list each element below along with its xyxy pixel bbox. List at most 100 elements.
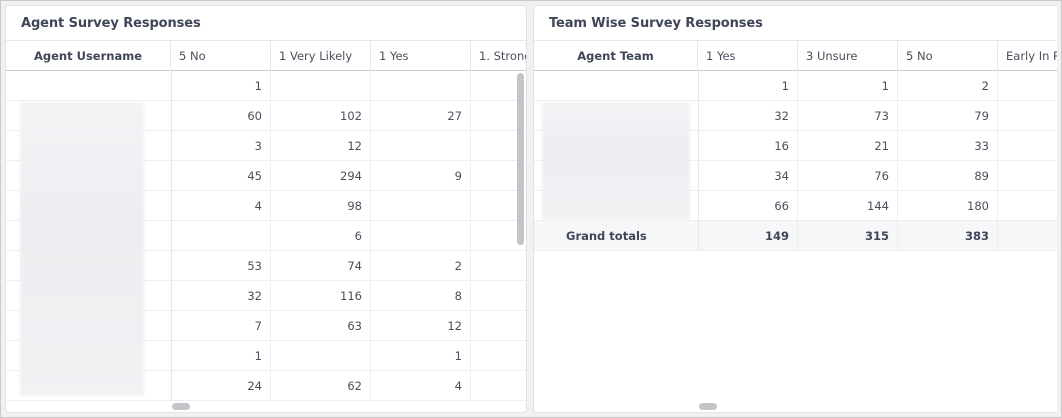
vertical-scrollbar[interactable] [517, 73, 524, 245]
column-header[interactable]: 3 Unsure [798, 41, 898, 71]
table-row: 1 [6, 71, 526, 101]
table-cell: 4 [171, 191, 271, 221]
table-cell [371, 71, 471, 101]
table-cell [171, 221, 271, 251]
table-cell: 79 [898, 101, 998, 131]
grand-total-value: 315 [798, 221, 898, 251]
grand-totals-row: Grand totals 149 315 383 [534, 221, 1057, 251]
column-header[interactable]: 5 No [171, 41, 271, 71]
table-cell: 16 [698, 131, 798, 161]
table-row: 3 12 [6, 131, 526, 161]
table-cell: 62 [271, 371, 371, 401]
table-cell [998, 71, 1057, 101]
table-row: 7 63 12 [6, 311, 526, 341]
table-cell: 98 [271, 191, 371, 221]
table-cell: 12 [271, 131, 371, 161]
table-cell [471, 251, 526, 281]
table-cell: 63 [271, 311, 371, 341]
table-cell: 7 [171, 311, 271, 341]
table-row: 24 62 4 [6, 371, 526, 401]
table-cell [998, 131, 1057, 161]
redacted-names [20, 102, 144, 396]
table-cell: 33 [898, 131, 998, 161]
table-cell: 53 [171, 251, 271, 281]
table-row: 6 [6, 221, 526, 251]
table-cell: 1 [371, 341, 471, 371]
table-cell: 12 [371, 311, 471, 341]
horizontal-scrollbar[interactable] [699, 403, 717, 410]
table-cell: 34 [698, 161, 798, 191]
table-cell: 4 [371, 371, 471, 401]
table-cell [271, 71, 371, 101]
table-cell: 21 [798, 131, 898, 161]
column-header[interactable]: 5 No [898, 41, 998, 71]
table-cell [271, 341, 371, 371]
column-divider [698, 71, 699, 251]
table-cell: 1 [171, 341, 271, 371]
redacted-names [542, 102, 690, 220]
table-row: 66 144 180 [534, 191, 1057, 221]
column-header[interactable]: Early In Pe [1006, 49, 1057, 63]
table-row: 45 294 9 [6, 161, 526, 191]
table-cell [998, 191, 1057, 221]
table-cell [471, 371, 526, 401]
table-row: 16 21 33 [534, 131, 1057, 161]
table-cell: 32 [171, 281, 271, 311]
column-header[interactable]: 1 Yes [371, 41, 471, 71]
table-cell: 3 [171, 131, 271, 161]
grand-totals-label: Grand totals [566, 229, 647, 243]
table-row: 34 76 89 [534, 161, 1057, 191]
table-cell: 60 [171, 101, 271, 131]
table-cell [371, 221, 471, 251]
grand-total-value [998, 221, 1057, 251]
panel-title: Agent Survey Responses [21, 16, 201, 31]
table-cell: 116 [271, 281, 371, 311]
table-row: 53 74 2 [6, 251, 526, 281]
agent-survey-panel: Agent Survey Responses Agent Username 5 N… [5, 5, 527, 413]
table-cell: 144 [798, 191, 898, 221]
table-cell: 73 [798, 101, 898, 131]
table-cell: 27 [371, 101, 471, 131]
table-cell [471, 311, 526, 341]
table-cell: 294 [271, 161, 371, 191]
table-cell: 180 [898, 191, 998, 221]
table-cell: 66 [698, 191, 798, 221]
grand-total-value: 383 [898, 221, 998, 251]
horizontal-scrollbar[interactable] [172, 403, 190, 410]
column-header[interactable]: 1. Strong [479, 49, 527, 63]
table-row: 60 102 27 [6, 101, 526, 131]
table-cell [371, 131, 471, 161]
table-row: 4 98 [6, 191, 526, 221]
table-cell [998, 101, 1057, 131]
table-cell [371, 191, 471, 221]
column-header[interactable]: 1 Very Likely [271, 41, 371, 71]
table-cell: 74 [271, 251, 371, 281]
table-cell: 76 [798, 161, 898, 191]
table-cell: 89 [898, 161, 998, 191]
column-header[interactable]: Agent Team [534, 41, 698, 71]
table-cell: 102 [271, 101, 371, 131]
table-cell: 9 [371, 161, 471, 191]
table-cell: 2 [898, 71, 998, 101]
panel-title: Team Wise Survey Responses [549, 16, 763, 31]
table-cell: 1 [698, 71, 798, 101]
table-cell: 32 [698, 101, 798, 131]
table-cell: 24 [171, 371, 271, 401]
table-cell: 8 [371, 281, 471, 311]
column-header[interactable]: 1 Yes [698, 41, 798, 71]
grand-total-value: 149 [698, 221, 798, 251]
column-header[interactable]: Agent Username [6, 41, 171, 71]
table-cell: 45 [171, 161, 271, 191]
table-cell [471, 281, 526, 311]
column-divider [171, 71, 172, 401]
table-row: 32 116 8 [6, 281, 526, 311]
table-cell [998, 161, 1057, 191]
table-row: 32 73 79 [534, 101, 1057, 131]
table-cell: 2 [371, 251, 471, 281]
table-cell: 1 [798, 71, 898, 101]
team-survey-panel: Team Wise Survey Responses Agent Team 1 Y… [533, 5, 1057, 413]
